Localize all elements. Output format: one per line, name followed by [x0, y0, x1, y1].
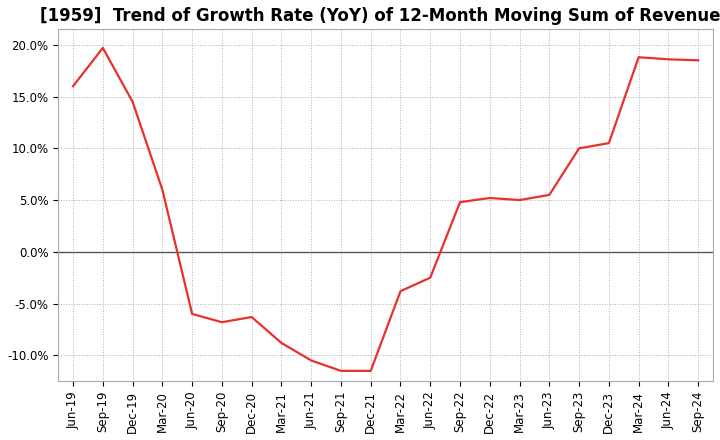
Title: [1959]  Trend of Growth Rate (YoY) of 12-Month Moving Sum of Revenues: [1959] Trend of Growth Rate (YoY) of 12-… — [40, 7, 720, 25]
